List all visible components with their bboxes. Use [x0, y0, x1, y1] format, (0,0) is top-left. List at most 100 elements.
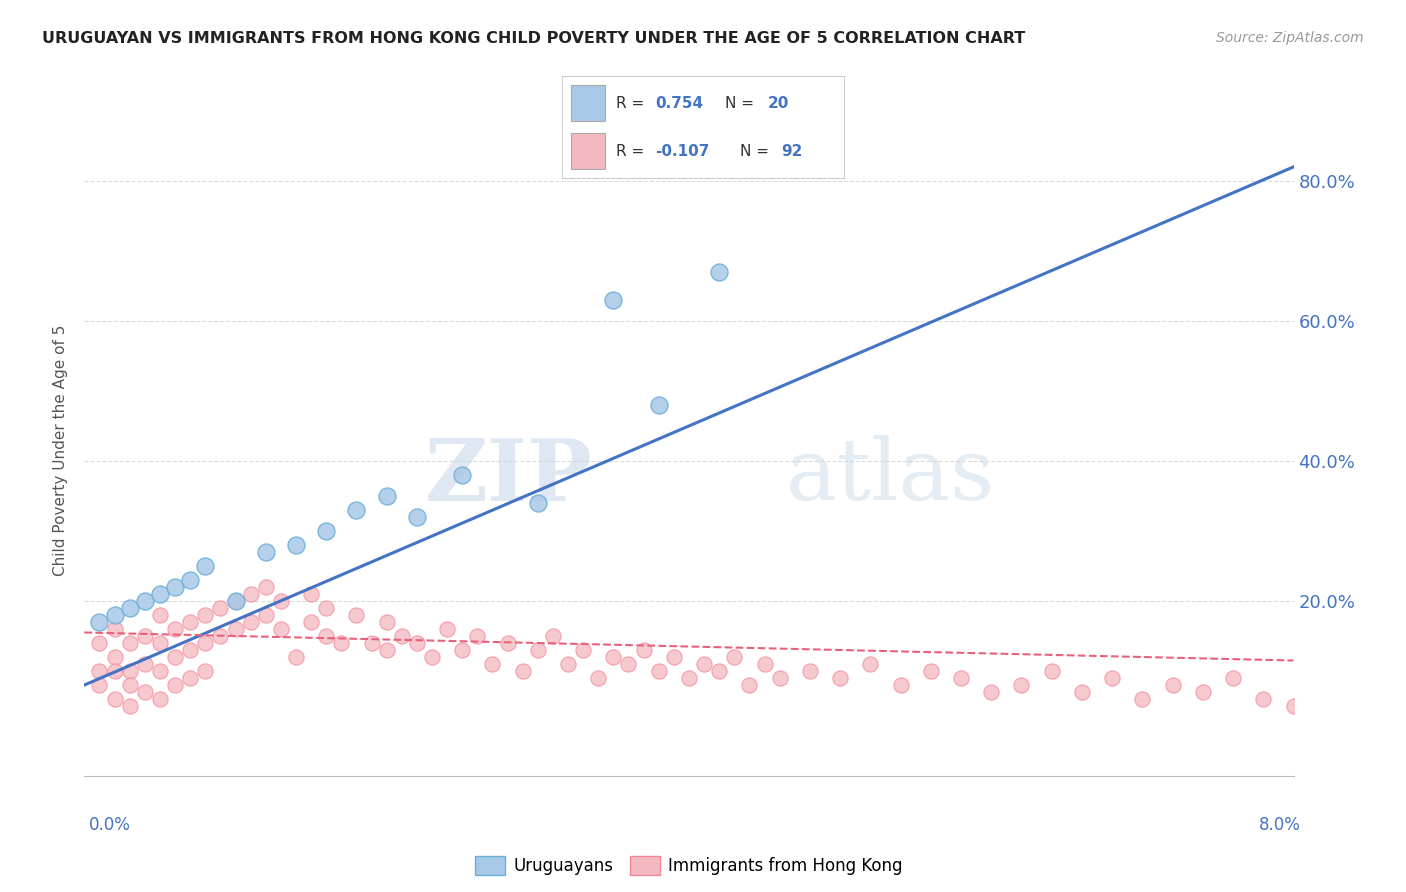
- Point: [104, 622, 127, 636]
- Point: [602, 293, 624, 307]
- Point: [285, 650, 308, 665]
- Point: [527, 643, 550, 657]
- Point: [375, 615, 398, 629]
- Point: [225, 594, 247, 608]
- Point: [254, 545, 277, 559]
- Point: [980, 685, 1002, 699]
- Point: [738, 678, 761, 692]
- Text: 0.0%: 0.0%: [89, 816, 131, 834]
- Point: [149, 636, 172, 650]
- Point: [375, 489, 398, 503]
- Point: [89, 615, 111, 629]
- Bar: [571, 133, 605, 169]
- Point: [209, 629, 232, 643]
- Point: [118, 664, 141, 678]
- Point: [1313, 685, 1336, 699]
- Point: [194, 607, 217, 622]
- Point: [1132, 692, 1154, 706]
- Text: 20: 20: [768, 96, 789, 111]
- Point: [481, 657, 503, 671]
- Point: [420, 650, 443, 665]
- Point: [118, 678, 141, 692]
- Point: [406, 636, 429, 650]
- Point: [104, 650, 127, 665]
- Point: [588, 671, 610, 685]
- Point: [270, 594, 292, 608]
- Point: [648, 398, 671, 412]
- Point: [391, 629, 413, 643]
- Point: [194, 559, 217, 574]
- Point: [1101, 671, 1123, 685]
- Point: [118, 636, 141, 650]
- Point: [451, 643, 474, 657]
- Point: [165, 622, 187, 636]
- Point: [104, 607, 127, 622]
- Point: [662, 650, 685, 665]
- Point: [859, 657, 882, 671]
- Text: N =: N =: [725, 96, 759, 111]
- Point: [541, 629, 564, 643]
- Point: [225, 622, 247, 636]
- Point: [1161, 678, 1184, 692]
- Point: [149, 664, 172, 678]
- Point: [134, 685, 156, 699]
- Point: [360, 636, 382, 650]
- Point: [179, 671, 201, 685]
- Text: URUGUAYAN VS IMMIGRANTS FROM HONG KONG CHILD POVERTY UNDER THE AGE OF 5 CORRELAT: URUGUAYAN VS IMMIGRANTS FROM HONG KONG C…: [42, 31, 1025, 46]
- Point: [134, 594, 156, 608]
- Point: [1282, 699, 1305, 714]
- Point: [299, 587, 322, 601]
- Y-axis label: Child Poverty Under the Age of 5: Child Poverty Under the Age of 5: [53, 325, 69, 576]
- Point: [754, 657, 776, 671]
- Point: [149, 587, 172, 601]
- Text: R =: R =: [616, 96, 650, 111]
- Point: [1343, 692, 1365, 706]
- Point: [194, 664, 217, 678]
- Point: [179, 615, 201, 629]
- Point: [346, 503, 368, 517]
- Point: [134, 657, 156, 671]
- Point: [315, 629, 337, 643]
- Point: [1071, 685, 1094, 699]
- Point: [572, 643, 595, 657]
- Text: -0.107: -0.107: [655, 144, 710, 159]
- Point: [194, 636, 217, 650]
- Point: [239, 615, 262, 629]
- Point: [285, 538, 308, 552]
- Text: R =: R =: [616, 144, 650, 159]
- Point: [179, 643, 201, 657]
- Point: [254, 607, 277, 622]
- Point: [149, 692, 172, 706]
- Point: [179, 573, 201, 587]
- Point: [799, 664, 821, 678]
- Point: [315, 601, 337, 615]
- Point: [104, 692, 127, 706]
- Point: [225, 594, 247, 608]
- Point: [617, 657, 640, 671]
- Point: [648, 664, 671, 678]
- Point: [330, 636, 353, 650]
- Point: [89, 636, 111, 650]
- Point: [89, 678, 111, 692]
- Point: [467, 629, 489, 643]
- Point: [436, 622, 458, 636]
- Point: [165, 580, 187, 594]
- Point: [1253, 692, 1275, 706]
- Point: [406, 510, 429, 524]
- Point: [89, 664, 111, 678]
- Point: [709, 265, 731, 279]
- Point: [375, 643, 398, 657]
- Point: [633, 643, 655, 657]
- Point: [346, 607, 368, 622]
- Point: [118, 601, 141, 615]
- Point: [254, 580, 277, 594]
- Point: [315, 524, 337, 538]
- Point: [165, 650, 187, 665]
- Text: 0.754: 0.754: [655, 96, 703, 111]
- Text: Source: ZipAtlas.com: Source: ZipAtlas.com: [1216, 31, 1364, 45]
- Point: [134, 629, 156, 643]
- Point: [118, 699, 141, 714]
- Point: [209, 601, 232, 615]
- Legend: Uruguayans, Immigrants from Hong Kong: Uruguayans, Immigrants from Hong Kong: [468, 849, 910, 881]
- Point: [769, 671, 792, 685]
